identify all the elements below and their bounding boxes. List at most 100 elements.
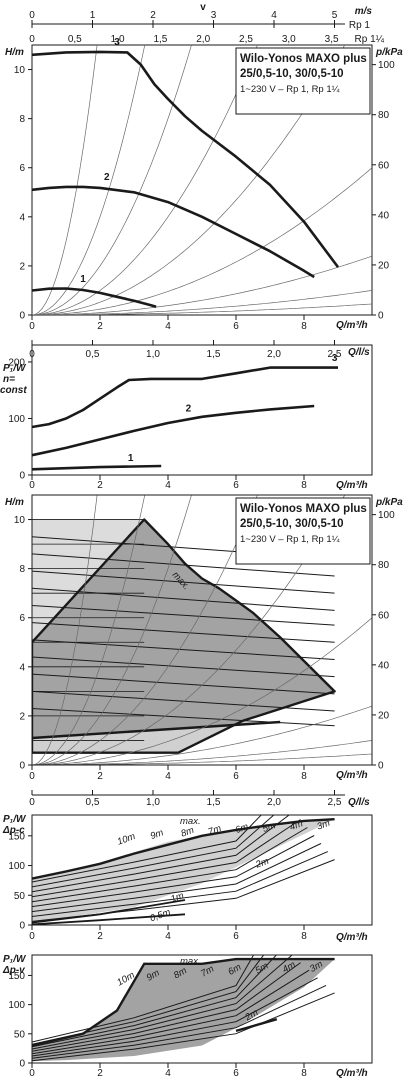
chart-e-x-ticks: 0 2 4 6 8 (29, 1063, 307, 1079)
chart-b-top-xlabel: Q/l/s (348, 347, 370, 358)
dp-c-head-line (32, 819, 301, 898)
chart-a-x-ticks: 0 2 4 6 8 (29, 315, 307, 332)
ls-tick-label: 2,5 (328, 349, 342, 360)
x-tick-label: 2 (97, 771, 103, 782)
ls-tick-label: 0 (29, 349, 35, 360)
y-tick-label: 10 (14, 65, 26, 76)
dp-c-label-7m: 7m (207, 823, 223, 838)
ms-tick-label: 4 (271, 10, 277, 21)
chart-d-ylabel: P₁/W (3, 814, 27, 825)
chart-c-frame (31, 494, 373, 766)
dp-c-max-line (32, 818, 335, 880)
ms-tick-label: 3 (211, 10, 217, 21)
dp-v-head-line (32, 984, 327, 1059)
ls-tick-label: 1,0 (146, 349, 160, 360)
ms-unit: m/s (355, 6, 373, 17)
dp-c-label-4m: 4m (288, 818, 304, 833)
x-tick-label: 6 (233, 321, 239, 332)
info-box-c (235, 497, 371, 565)
dp-c-05m-line (32, 913, 186, 925)
x-tick-label: 2 (97, 321, 103, 332)
dp-c-label-6m: 6m (234, 821, 250, 836)
speed-line (32, 639, 335, 660)
curve-label-1: 1 (80, 274, 86, 285)
y-tick-label: 200 (8, 357, 25, 368)
x-tick-label: 4 (165, 931, 171, 942)
y2-tick-label: 80 (378, 110, 390, 121)
info-title-2-c: 25/0,5-10, 30/0,5-10 (240, 518, 344, 530)
chart-d-xlabel: Q/m³/h (336, 932, 368, 943)
chart-b-curve-labels: 1 2 3 (128, 353, 338, 464)
x-tick-label: 2 (97, 1068, 103, 1079)
power-curve-label-3: 3 (332, 353, 338, 364)
chart-power-const: 0 0,5 1,0 1,5 2,0 2,5 Q/l/s 0 2 4 6 8 0 100 200 1 2 3… (0, 340, 373, 491)
curve-label-3: 3 (114, 37, 120, 48)
chart-b-ylabel-3: const (0, 385, 27, 396)
dp-c-region (32, 815, 335, 925)
chart-d-frame (31, 814, 373, 926)
chart-d-y-ticks: 0 50 100 150 (8, 831, 32, 932)
info-title-1-c: Wilo-Yonos MAXO plus (240, 503, 367, 515)
y-tick-label: 4 (19, 662, 25, 673)
x-tick-label: 8 (301, 480, 307, 491)
y-tick-label: 0 (19, 1059, 25, 1070)
chart-a-xlabel: Q/m³/h (336, 320, 368, 331)
chart-d-ls-ticks: 0 0,5 1,0 1,5 2,0 2,5 (29, 790, 345, 808)
chart-operating-field: 0 2 4 6 8 0 2 4 6 8 10 0 20 40 60 80 100 H/m p/kPa Q/m… (5, 494, 403, 782)
y-tick-label: 6 (19, 163, 25, 174)
rp114-tick-label: 1,5 (153, 34, 167, 45)
chart-e-ylabel: P₁/W (3, 954, 27, 965)
y-tick-label: 6 (19, 613, 25, 624)
system-curve (32, 303, 372, 315)
dp-c-label-9m: 9m (149, 827, 165, 842)
y-tick-label: 10 (14, 515, 26, 526)
system-curve (32, 45, 192, 315)
rp114-label: Rp 1¼ (355, 33, 385, 45)
velocity-scales: v 0 1 2 3 4 5 m/s Rp 1 0 0,5 1,0 1,5 2,0 2,5 3,0 3,5… (29, 2, 384, 45)
y-tick-label: 100 (8, 861, 25, 872)
chart-e-y-ticks: 0 50 100 150 (8, 971, 32, 1070)
chart-e-max-label: max. (180, 956, 201, 967)
y2-tick-label: 0 (378, 761, 384, 772)
y2-tick-label: 60 (378, 610, 390, 621)
chart-a-y-ticks: 0 2 4 6 8 10 (14, 65, 32, 322)
y2-tick-label: 100 (378, 510, 395, 521)
curve-label-2: 2 (104, 172, 110, 183)
dp-c-label-8m: 8m (179, 825, 195, 840)
x-tick-label: 2 (97, 480, 103, 491)
x-tick-label: 4 (165, 1068, 171, 1079)
x-tick-label: 0 (29, 1068, 35, 1079)
ls-tick-label: 1,5 (207, 349, 221, 360)
x-tick-label: 0 (29, 931, 35, 942)
system-curve (32, 45, 346, 315)
dp-c-label-3m: 3m (315, 818, 331, 833)
rp114-tick-label: 3,5 (325, 34, 339, 45)
chart-b-y-ticks: 0 100 200 (8, 357, 32, 482)
x-tick-label: 6 (233, 1068, 239, 1079)
dp-c-label-0,5m: 0,5m (149, 907, 173, 925)
y-tick-label: 0 (19, 921, 25, 932)
chart-e-xlabel: Q/m³/h (336, 1068, 368, 1079)
ls-tick-label: 0 (29, 797, 35, 808)
chart-a-ylabel: H/m (5, 47, 24, 58)
rp1-label: Rp 1 (349, 20, 371, 31)
chart-b-ylabel-2: n= (3, 374, 15, 385)
x-tick-label: 6 (233, 771, 239, 782)
pump-curves (32, 50, 340, 308)
dp-v-region (32, 955, 335, 1062)
chart-d-ylabel-2: Δp-c (2, 825, 25, 836)
y-tick-label: 2 (19, 711, 25, 722)
chart-head-curves: 0 2 4 6 8 0 2 4 6 8 10 0 20 40 60 80 100 1 2 3 H/m p/kPa… (5, 37, 403, 332)
y-tick-label: 50 (14, 891, 26, 902)
chart-d-top-xlabel: Q/l/s (348, 797, 370, 808)
info-title-2: 25/0,5-10, 30/0,5-10 (240, 68, 344, 80)
ls-tick-label: 1,0 (146, 797, 160, 808)
dp-v-head-line (32, 977, 318, 1057)
chart-b-ylabel: P₁/W (3, 363, 27, 374)
y-tick-label: 100 (8, 1000, 25, 1011)
system-curve (32, 255, 372, 315)
y2-tick-label: 100 (378, 60, 395, 71)
chart-a-frame (31, 44, 373, 316)
system-curve (32, 290, 372, 315)
y-tick-label: 50 (14, 1029, 26, 1040)
